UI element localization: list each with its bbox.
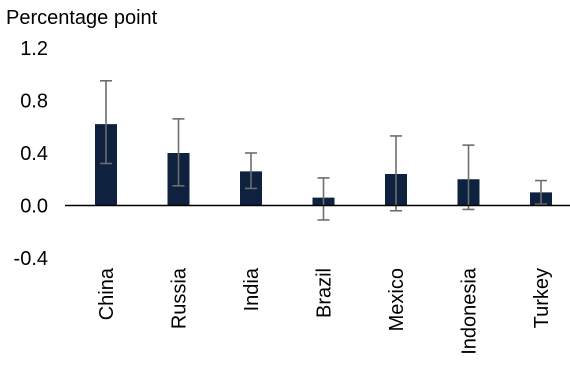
category-label-mexico: Mexico (386, 268, 408, 331)
y-tick-label: 0.8 (20, 91, 48, 113)
error-bar-brazil (317, 177, 330, 221)
error-bar-turkey (535, 179, 547, 205)
y-tick-label: 1.2 (20, 38, 48, 60)
y-tick-label: 0.0 (20, 196, 48, 218)
bar-china (95, 124, 117, 206)
category-label-china: China (96, 267, 118, 320)
error-bars (100, 80, 547, 221)
error-bar-russia (172, 118, 185, 187)
error-bar-indonesia (462, 144, 475, 211)
error-bar-china (100, 80, 112, 165)
y-axis-label: Percentage point (6, 7, 158, 29)
category-label-india: India (241, 267, 263, 311)
y-tick-label: 0.4 (20, 143, 48, 165)
y-tick-label: -0.4 (14, 248, 48, 270)
category-label-brazil: Brazil (314, 268, 336, 318)
category-label-russia: Russia (169, 267, 191, 329)
error-bar-mexico (390, 135, 402, 212)
error-bar-india (245, 152, 257, 190)
y-tick-labels: 1.2 0.8 0.4 0.0 -0.4 (14, 38, 48, 270)
category-label-indonesia: Indonesia (459, 267, 481, 355)
category-labels: China Russia India Brazil Mexico Indonesia Tur… (96, 267, 553, 355)
category-label-turkey: Turkey (531, 268, 553, 328)
